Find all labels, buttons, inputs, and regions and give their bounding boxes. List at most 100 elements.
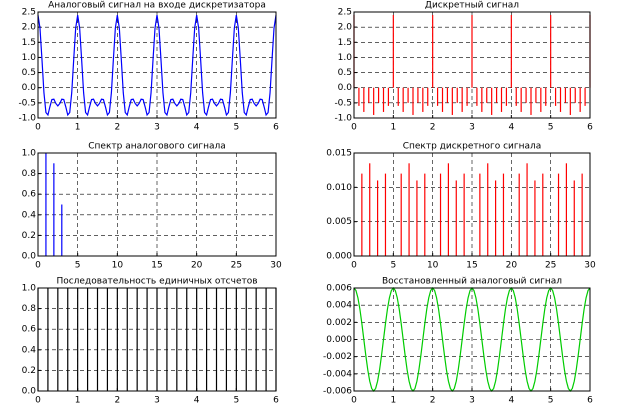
- x-tick-label: 4: [194, 123, 200, 133]
- x-tick-label: 6: [273, 123, 279, 133]
- x-tick-label: 5: [548, 396, 554, 405]
- subplot-title: Дискретный сигнал: [425, 1, 519, 11]
- plot-frame: [37, 11, 277, 119]
- y-tick-label: 0.0: [22, 83, 37, 93]
- plot-frame: [37, 287, 277, 392]
- x-tick-label: 1: [75, 123, 81, 133]
- y-tick-label: 0.015: [326, 149, 352, 159]
- x-tick-label: 0: [351, 261, 357, 271]
- x-tick-label: 0: [35, 396, 41, 405]
- y-tick-label: -0.006: [323, 387, 352, 397]
- x-tick-label: 6: [587, 396, 593, 405]
- x-tick-label: 2: [430, 123, 436, 133]
- x-tick-label: 25: [545, 261, 556, 271]
- signal-line: [37, 14, 277, 117]
- subplot-title: Последовательность единичных отсчетов: [56, 277, 257, 287]
- y-tick-label: 1.0: [22, 53, 37, 63]
- y-tick-label: 0.000: [326, 252, 352, 262]
- y-tick-label: 0.6: [22, 190, 37, 200]
- y-tick-label: 2.0: [338, 23, 353, 33]
- y-tick-label: 1.5: [338, 38, 352, 48]
- x-tick-label: 0: [351, 123, 357, 133]
- x-tick-label: 1: [390, 123, 396, 133]
- y-tick-label: 0.5: [22, 68, 36, 78]
- y-tick-label: 0.4: [22, 345, 37, 355]
- y-tick-label: 2.0: [22, 23, 37, 33]
- y-tick-label: 0.0: [22, 252, 37, 262]
- plot-frame: [353, 287, 591, 392]
- x-tick-label: 3: [154, 396, 160, 405]
- x-tick-label: 3: [154, 123, 160, 133]
- plot-frame: [353, 11, 591, 119]
- y-tick-label: 1.5: [22, 38, 36, 48]
- y-tick-label: 0.005: [326, 217, 352, 227]
- x-tick-label: 20: [191, 261, 203, 271]
- x-tick-label: 4: [508, 123, 514, 133]
- y-tick-label: 0.2: [22, 231, 36, 241]
- x-tick-label: 15: [151, 261, 162, 271]
- x-tick-label: 6: [273, 396, 279, 405]
- y-tick-label: 0.8: [22, 304, 37, 314]
- x-tick-label: 6: [587, 123, 593, 133]
- plot-frame: [37, 152, 277, 257]
- y-tick-label: 0.004: [326, 301, 352, 311]
- x-tick-label: 4: [194, 396, 200, 405]
- x-tick-label: 10: [112, 261, 124, 271]
- x-tick-label: 0: [35, 261, 41, 271]
- subplot: Спектр аналогового сигнала 0.0 0.2 0.4 0.6 0.…: [22, 142, 282, 271]
- x-tick-label: 30: [584, 261, 596, 271]
- y-tick-label: -0.004: [323, 369, 352, 379]
- y-tick-label: 1.0: [22, 149, 37, 159]
- x-tick-label: 30: [270, 261, 282, 271]
- x-tick-label: 3: [469, 123, 475, 133]
- y-tick-label: 0.000: [326, 335, 352, 345]
- y-tick-label: 0.002: [326, 318, 352, 328]
- x-tick-label: 1: [390, 396, 396, 405]
- y-tick-label: -0.5: [18, 98, 36, 108]
- y-tick-label: -1.0: [18, 114, 36, 124]
- x-tick-label: 5: [548, 123, 554, 133]
- subplot-title: Восстановленный аналоговый сигнал: [382, 277, 562, 287]
- y-tick-label: 2.5: [338, 8, 352, 18]
- y-tick-label: 0.5: [338, 68, 352, 78]
- y-tick-label: 0.010: [326, 183, 352, 193]
- x-tick-label: 25: [231, 261, 242, 271]
- y-tick-label: 0.4: [22, 210, 37, 220]
- x-tick-label: 1: [75, 396, 81, 405]
- subplot: Аналоговый сигнал на входе дискретизатор…: [18, 1, 279, 133]
- x-tick-label: 5: [233, 123, 239, 133]
- subplot: Спектр дискретного сигнала 0.000 0.005 0.01…: [326, 142, 596, 271]
- y-tick-label: -0.002: [323, 352, 352, 362]
- y-tick-label: 0.0: [338, 83, 353, 93]
- x-tick-label: 5: [233, 396, 239, 405]
- x-tick-label: 5: [75, 261, 81, 271]
- plot-frame: [353, 152, 591, 257]
- subplot-title: Спектр дискретного сигнала: [403, 142, 542, 152]
- y-tick-label: 0.006: [326, 284, 352, 294]
- subplot-title: Аналоговый сигнал на входе дискретизатор…: [48, 1, 266, 11]
- y-tick-label: 0.8: [22, 169, 37, 179]
- y-tick-label: 0.6: [22, 325, 37, 335]
- subplot: Дискретный сигнал -1.0 -0.5 0.0 0.5 1.0 1.5 2.0…: [334, 1, 593, 133]
- subplot: Восстановленный аналоговый сигнал -0.006 -…: [323, 277, 593, 405]
- x-tick-label: 10: [427, 261, 439, 271]
- x-tick-label: 3: [469, 396, 475, 405]
- y-tick-label: 1.0: [22, 284, 37, 294]
- y-tick-label: 2.5: [22, 8, 36, 18]
- x-tick-label: 15: [466, 261, 477, 271]
- x-tick-label: 4: [508, 396, 514, 405]
- y-tick-label: -1.0: [334, 114, 352, 124]
- x-tick-label: 5: [390, 261, 396, 271]
- y-tick-label: 0.0: [22, 387, 37, 397]
- y-tick-label: 0.2: [22, 366, 36, 376]
- y-tick-label: 1.0: [338, 53, 353, 63]
- x-tick-label: 2: [114, 123, 120, 133]
- x-tick-label: 0: [35, 123, 41, 133]
- x-tick-label: 20: [506, 261, 518, 271]
- y-tick-label: -0.5: [334, 98, 352, 108]
- x-tick-label: 0: [351, 396, 357, 405]
- subplot: Последовательность единичных отсчетов 0.0…: [22, 277, 279, 405]
- subplot-title: Спектр аналогового сигнала: [88, 142, 225, 152]
- x-tick-label: 2: [114, 396, 120, 405]
